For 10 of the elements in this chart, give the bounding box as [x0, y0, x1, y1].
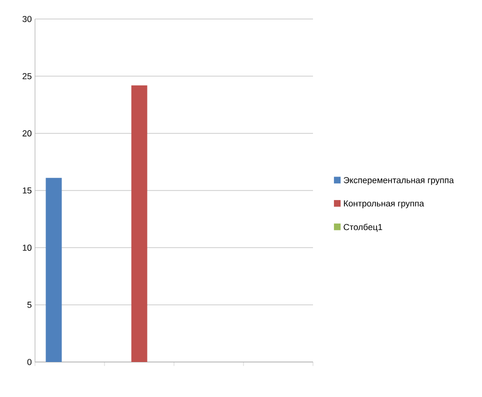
y-tick-label: 30 [22, 16, 32, 22]
legend-label: Контрольная группа [344, 200, 424, 208]
legend-label: Эксперементальная группа [344, 177, 454, 185]
y-tick-label: 10 [22, 244, 32, 251]
y-tick-label: 0 [27, 358, 32, 366]
y-tick-label: 5 [27, 302, 32, 308]
legend-label: Столбец1 [344, 224, 382, 232]
y-tick-label: 25 [22, 73, 32, 80]
y-tick-label: 20 [22, 130, 32, 136]
y-tick-label: 15 [22, 187, 32, 194]
